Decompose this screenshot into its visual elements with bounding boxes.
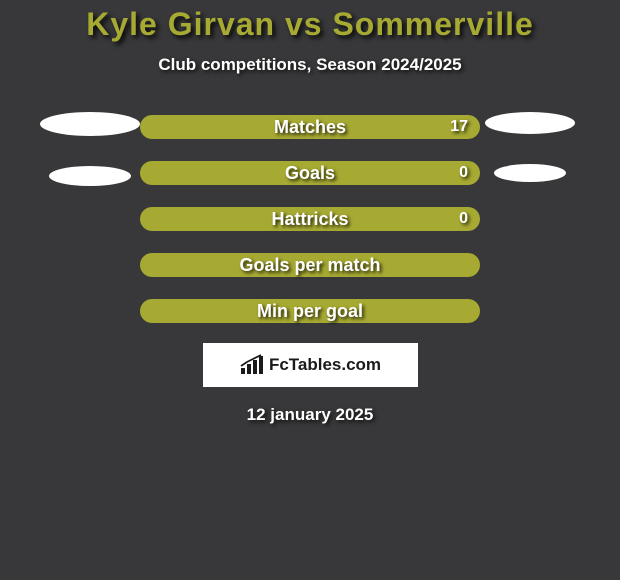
chart-icon bbox=[239, 354, 265, 376]
stat-value: 0 bbox=[459, 210, 468, 228]
left-side-column bbox=[40, 112, 140, 323]
stat-label: Matches bbox=[274, 117, 346, 138]
player-ellipse bbox=[485, 112, 575, 134]
stat-bars-column: Matches 17 Goals 0 Hattricks 0 Goals per match… bbox=[140, 115, 480, 323]
stat-bar: Hattricks 0 bbox=[140, 207, 480, 231]
page-title: Kyle Girvan vs Sommerville bbox=[86, 6, 534, 43]
stat-label: Goals bbox=[285, 163, 335, 184]
stat-value: 17 bbox=[450, 118, 468, 136]
player-ellipse bbox=[494, 164, 566, 182]
right-side-column bbox=[480, 112, 580, 323]
player-ellipse bbox=[40, 112, 140, 136]
player-ellipse bbox=[49, 166, 131, 186]
stat-bar: Min per goal bbox=[140, 299, 480, 323]
comparison-area: Matches 17 Goals 0 Hattricks 0 Goals per match… bbox=[0, 115, 620, 323]
stat-value: 0 bbox=[459, 164, 468, 182]
logo-box: FcTables.com bbox=[203, 343, 418, 387]
stat-bar: Matches 17 bbox=[140, 115, 480, 139]
logo-text: FcTables.com bbox=[269, 355, 381, 375]
subtitle: Club competitions, Season 2024/2025 bbox=[158, 55, 461, 75]
stat-label: Hattricks bbox=[271, 209, 348, 230]
date-text: 12 january 2025 bbox=[247, 405, 374, 425]
stat-bar: Goals 0 bbox=[140, 161, 480, 185]
stat-label: Goals per match bbox=[239, 255, 380, 276]
stat-label: Min per goal bbox=[257, 301, 363, 322]
stat-bar: Goals per match bbox=[140, 253, 480, 277]
page-container: Kyle Girvan vs Sommerville Club competit… bbox=[0, 0, 620, 580]
